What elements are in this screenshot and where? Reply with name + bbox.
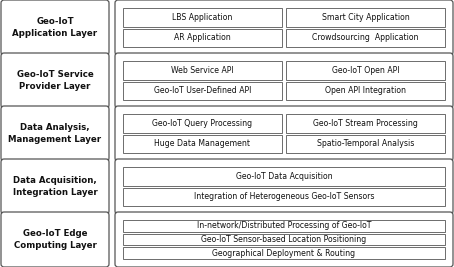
Text: Geo-IoT Stream Processing: Geo-IoT Stream Processing	[313, 119, 418, 128]
FancyBboxPatch shape	[286, 114, 445, 132]
FancyBboxPatch shape	[286, 135, 445, 153]
FancyBboxPatch shape	[286, 61, 445, 80]
FancyBboxPatch shape	[115, 212, 453, 267]
Text: Geo-IoT Open API: Geo-IoT Open API	[332, 66, 399, 75]
Text: Geo-IoT Query Processing: Geo-IoT Query Processing	[153, 119, 252, 128]
FancyBboxPatch shape	[115, 159, 453, 214]
Text: Geo-IoT Data Acquisition: Geo-IoT Data Acquisition	[236, 172, 332, 181]
Text: Huge Data Management: Huge Data Management	[154, 139, 251, 148]
FancyBboxPatch shape	[123, 234, 445, 245]
Text: Geographical Deployment & Routing: Geographical Deployment & Routing	[212, 249, 355, 258]
FancyBboxPatch shape	[286, 8, 445, 26]
FancyBboxPatch shape	[286, 29, 445, 47]
Text: AR Application: AR Application	[174, 33, 231, 42]
FancyBboxPatch shape	[123, 8, 282, 26]
Text: Geo-IoT User-Defined API: Geo-IoT User-Defined API	[154, 86, 251, 95]
Text: In-network/Distributed Processing of Geo-IoT: In-network/Distributed Processing of Geo…	[197, 221, 371, 230]
Text: Web Service API: Web Service API	[171, 66, 234, 75]
FancyBboxPatch shape	[123, 135, 282, 153]
FancyBboxPatch shape	[123, 187, 445, 206]
FancyBboxPatch shape	[1, 212, 109, 267]
FancyBboxPatch shape	[1, 53, 109, 108]
FancyBboxPatch shape	[115, 53, 453, 108]
FancyBboxPatch shape	[123, 61, 282, 80]
FancyBboxPatch shape	[1, 106, 109, 161]
Text: Integration of Heterogeneous Geo-IoT Sensors: Integration of Heterogeneous Geo-IoT Sen…	[194, 192, 374, 201]
Text: Data Acquisition,
Integration Layer: Data Acquisition, Integration Layer	[13, 176, 97, 197]
FancyBboxPatch shape	[123, 220, 445, 232]
Text: Spatio-Temporal Analysis: Spatio-Temporal Analysis	[317, 139, 414, 148]
FancyBboxPatch shape	[115, 106, 453, 161]
Text: Open API Integration: Open API Integration	[325, 86, 406, 95]
FancyBboxPatch shape	[1, 0, 109, 55]
FancyBboxPatch shape	[1, 159, 109, 214]
FancyBboxPatch shape	[123, 29, 282, 47]
FancyBboxPatch shape	[123, 81, 282, 100]
FancyBboxPatch shape	[123, 247, 445, 259]
Text: Smart City Application: Smart City Application	[321, 13, 410, 22]
Text: Geo-IoT Sensor-based Location Positioning: Geo-IoT Sensor-based Location Positionin…	[202, 235, 367, 244]
Text: LBS Application: LBS Application	[173, 13, 233, 22]
FancyBboxPatch shape	[286, 81, 445, 100]
Text: Geo-IoT
Application Layer: Geo-IoT Application Layer	[12, 17, 98, 38]
Text: Geo-IoT Service
Provider Layer: Geo-IoT Service Provider Layer	[17, 70, 94, 91]
FancyBboxPatch shape	[123, 114, 282, 132]
FancyBboxPatch shape	[115, 0, 453, 55]
Text: Crowdsourcing  Application: Crowdsourcing Application	[312, 33, 419, 42]
Text: Geo-IoT Edge
Computing Layer: Geo-IoT Edge Computing Layer	[14, 229, 96, 250]
Text: Data Analysis,
Management Layer: Data Analysis, Management Layer	[9, 123, 102, 144]
FancyBboxPatch shape	[123, 167, 445, 186]
